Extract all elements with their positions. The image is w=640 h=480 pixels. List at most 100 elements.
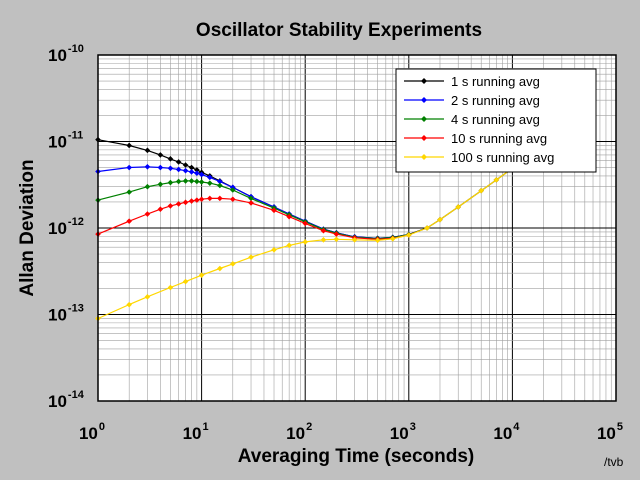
plot-frame <box>97 54 617 402</box>
data-point <box>167 165 174 172</box>
data-point <box>248 254 254 260</box>
data-point <box>333 236 340 243</box>
y-tick-label: 10-11 <box>48 130 83 152</box>
data-point <box>126 301 132 308</box>
data-point <box>207 174 213 181</box>
grid <box>97 55 616 402</box>
data-point <box>144 211 151 217</box>
data-point <box>182 178 189 184</box>
legend-entry: 1 s running avg <box>404 74 540 89</box>
data-point <box>194 170 200 177</box>
data-point <box>167 156 174 162</box>
legend-label: 1 s running avg <box>451 74 540 89</box>
data-point <box>144 183 151 190</box>
legend-label: 4 s running avg <box>451 112 540 127</box>
data-point <box>175 159 182 165</box>
x-tick-label: 104 <box>493 421 520 443</box>
data-point <box>229 261 236 267</box>
legend-entry: 4 s running avg <box>404 112 540 127</box>
series-5 <box>95 161 524 322</box>
legend-marker <box>421 97 427 103</box>
data-point <box>455 204 462 210</box>
legend-label: 100 s running avg <box>451 150 554 165</box>
data-point <box>207 195 213 202</box>
data-point <box>194 178 200 185</box>
data-point <box>167 284 174 291</box>
data-point <box>271 246 277 253</box>
data-point <box>302 220 308 227</box>
series-layer <box>95 136 524 322</box>
legend-entry: 10 s running avg <box>404 131 547 146</box>
data-point <box>333 231 340 237</box>
data-point <box>320 227 327 234</box>
data-point <box>157 152 164 158</box>
data-point <box>217 265 223 272</box>
x-axis-label: Averaging Time (seconds) <box>238 446 475 467</box>
data-point <box>271 207 277 214</box>
data-point <box>198 272 205 278</box>
data-point <box>182 167 189 174</box>
legend-marker <box>421 154 427 160</box>
data-point <box>374 237 381 244</box>
data-point <box>351 237 358 243</box>
y-tick-label: 10-12 <box>48 216 84 238</box>
data-point <box>493 177 500 183</box>
x-tick-label: 105 <box>597 421 623 443</box>
data-point <box>144 147 151 154</box>
data-point <box>167 203 174 209</box>
legend-entry: 100 s running avg <box>404 150 554 165</box>
data-point <box>424 225 430 231</box>
data-point <box>406 232 412 238</box>
legend-entry: 2 s running avg <box>404 93 540 108</box>
data-point <box>198 196 205 203</box>
data-point <box>320 237 327 243</box>
data-point <box>286 242 292 249</box>
data-point <box>248 200 254 206</box>
data-point <box>207 180 213 186</box>
data-point <box>144 294 151 300</box>
legend-box <box>395 68 597 173</box>
data-point <box>194 167 200 173</box>
data-point <box>198 179 205 185</box>
data-point <box>217 195 223 202</box>
data-point <box>198 171 205 178</box>
data-point <box>144 163 151 170</box>
data-point <box>175 178 182 185</box>
data-point <box>478 187 485 194</box>
data-point <box>126 218 132 224</box>
x-tick-labels: 100 101 102 103 104 105 <box>79 421 623 443</box>
footer-credit: /tvb <box>604 455 624 469</box>
y-tick-label: 10-10 <box>48 43 84 65</box>
chart-title: Oscillator Stability Experiments <box>196 20 482 41</box>
x-tick-label: 103 <box>390 421 416 443</box>
y-tick-labels: 10-14 10-13 10-12 10-11 10-10 <box>48 43 85 411</box>
data-point <box>182 278 189 285</box>
x-tick-label: 102 <box>286 421 312 443</box>
data-point <box>229 187 236 193</box>
series-3 <box>95 178 412 242</box>
data-point <box>188 198 195 204</box>
data-point <box>248 195 254 202</box>
data-point <box>182 199 189 206</box>
data-point <box>157 206 164 212</box>
data-point <box>229 196 236 203</box>
data-point <box>126 189 132 195</box>
data-point <box>175 166 182 173</box>
legend-marker <box>421 116 427 122</box>
y-axis-label: Allan Deviation <box>17 159 38 296</box>
data-point <box>175 201 182 207</box>
data-point <box>188 169 195 175</box>
data-point <box>157 181 164 188</box>
legend: 1 s running avg 2 s running avg 4 s runnin… <box>395 68 597 173</box>
y-tick-label: 10-13 <box>48 303 84 325</box>
data-point <box>126 164 132 171</box>
legend-label: 2 s running avg <box>451 93 540 108</box>
legend-marker <box>421 135 427 141</box>
data-point <box>217 178 223 185</box>
y-tick-label: 10-14 <box>48 389 85 411</box>
data-point <box>188 178 195 184</box>
data-point <box>157 164 164 171</box>
data-point <box>167 179 174 186</box>
